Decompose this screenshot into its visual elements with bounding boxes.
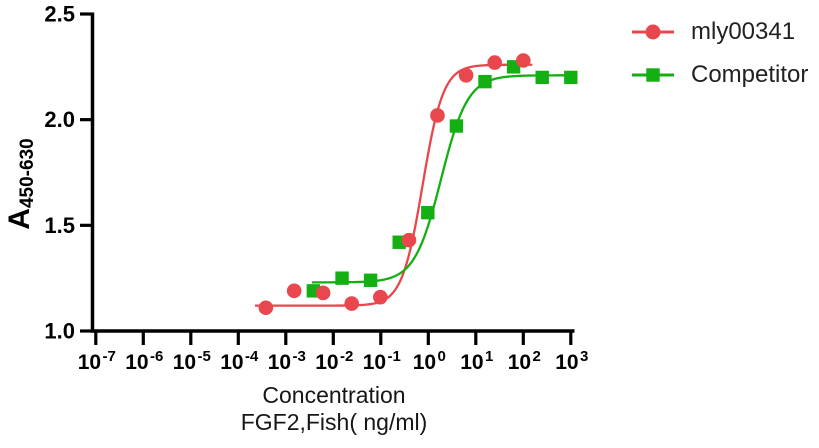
legend-label: mly00341 bbox=[691, 18, 796, 45]
x-tick-label: 10 -3 bbox=[268, 348, 306, 374]
y-tick-label: 1.0 bbox=[44, 319, 75, 344]
x-tick-label: 10 1 bbox=[460, 348, 493, 374]
x-tick-label: 10 -7 bbox=[78, 348, 116, 374]
data-point-competitor bbox=[478, 74, 492, 89]
y-axis-title: A450-630 bbox=[0, 112, 40, 256]
x-tick-label: 10 -6 bbox=[125, 348, 163, 374]
data-point-mly00341 bbox=[401, 232, 417, 248]
fit-curve-mly00341 bbox=[254, 63, 533, 307]
square-marker-glyph bbox=[632, 68, 674, 82]
data-point-mly00341 bbox=[258, 300, 274, 316]
data-point-competitor bbox=[421, 205, 435, 220]
y-axis-title-base: A bbox=[3, 208, 36, 230]
data-point-mly00341 bbox=[487, 55, 503, 70]
x-tick-label: 10-4 bbox=[220, 348, 259, 374]
data-point-mly00341 bbox=[286, 283, 302, 299]
data-point-competitor bbox=[449, 119, 464, 133]
data-point-mly00341 bbox=[315, 285, 331, 301]
x-tick-label: 10 2 bbox=[508, 348, 541, 374]
data-point-competitor bbox=[363, 273, 378, 287]
y-axis-title-subscript: 450-630 bbox=[17, 138, 39, 209]
data-point-mly00341 bbox=[516, 53, 531, 68]
data-point-mly00341 bbox=[373, 289, 388, 305]
x-tick-label: 10 3 bbox=[555, 348, 588, 374]
legend: mly00341 Competitor bbox=[632, 13, 808, 99]
fit-curve-competitor bbox=[311, 74, 573, 284]
x-tick-label: 10 -5 bbox=[173, 348, 211, 374]
y-tick-label: 2.0 bbox=[44, 107, 75, 132]
legend-circle-marker-icon bbox=[632, 23, 674, 41]
data-point-competitor bbox=[564, 70, 578, 85]
x-tick-label: 10 0 bbox=[413, 348, 446, 374]
legend-square-marker-icon bbox=[632, 66, 674, 84]
x-axis-title-line2: FGF2,Fish( ng/ml) bbox=[240, 409, 428, 435]
data-point-mly00341 bbox=[458, 67, 474, 83]
data-point-mly00341 bbox=[344, 296, 360, 311]
axis-spines bbox=[90, 12, 575, 333]
circle-marker-glyph bbox=[632, 24, 674, 40]
x-axis-title-line1: Concentration bbox=[262, 382, 406, 408]
legend-label: Competitor bbox=[691, 61, 809, 88]
legend-item: mly00341 bbox=[632, 13, 808, 51]
data-point-competitor bbox=[335, 271, 349, 285]
y-tick-label: 1.5 bbox=[44, 213, 75, 238]
legend-item: Competitor bbox=[632, 56, 808, 94]
data-point-competitor bbox=[535, 70, 549, 85]
y-tick-label: 2.5 bbox=[44, 2, 75, 27]
data-point-mly00341 bbox=[430, 108, 445, 123]
x-axis-title: Concentration FGF2,Fish( ng/ml) bbox=[93, 382, 575, 436]
x-tick-label: 10 -2 bbox=[315, 348, 353, 374]
x-tick-label: 10 -1 bbox=[363, 348, 401, 374]
